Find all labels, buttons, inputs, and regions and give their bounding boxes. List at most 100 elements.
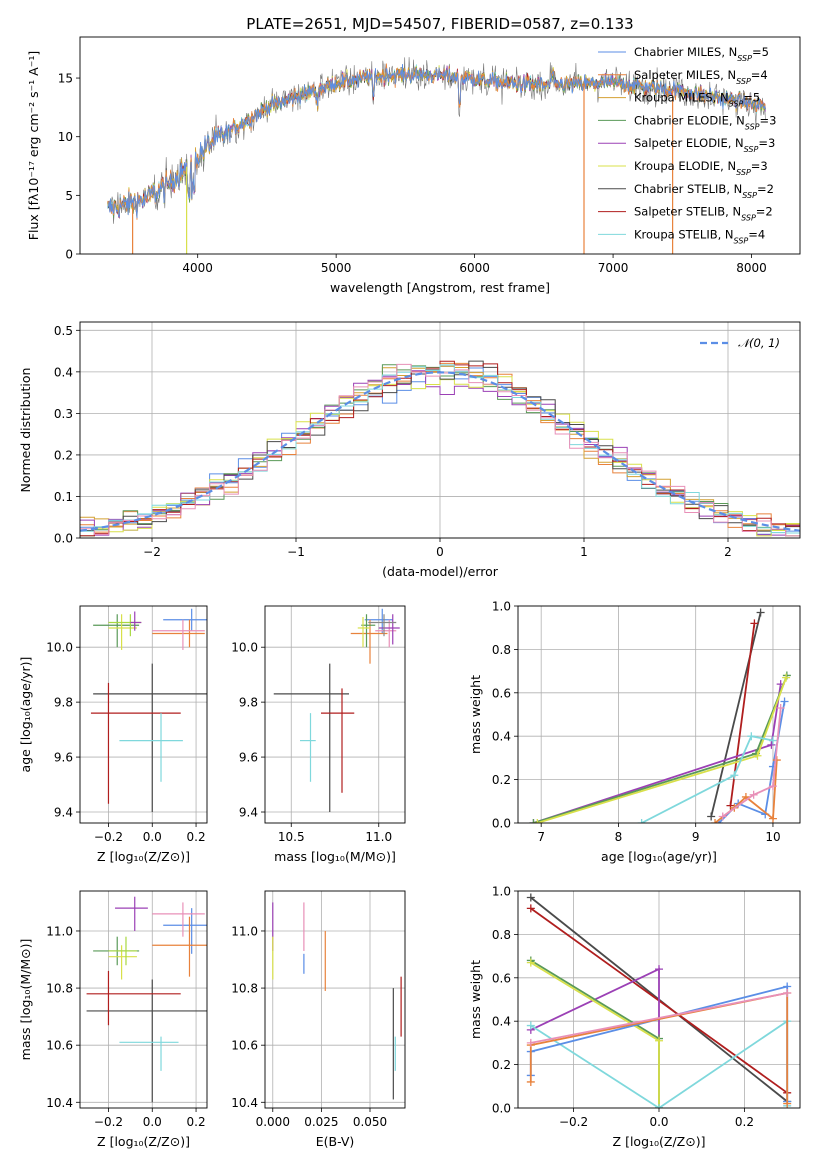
- x-tick-label: 11.0: [365, 830, 392, 844]
- errorbar-point: [86, 979, 207, 1103]
- weight-marker: [783, 1099, 792, 1108]
- age-vs-mass-plot-area: [273, 608, 400, 813]
- x-tick-label: 0.000: [256, 1115, 290, 1129]
- weight-vs-Z-axes: −0.2 0.0 0.2 0.0 0.2 0.4 0.6 0.8 1.0 Z [log₁₀(Z/Z…: [468, 885, 801, 1149]
- axes-frame: [264, 890, 406, 1109]
- x-tick-label: 7000: [598, 261, 629, 275]
- errorbar-point: [350, 619, 388, 664]
- y-axis-label: age [log₁₀(age/yr)]: [18, 657, 33, 773]
- mass-vs-EBV-plot-area: [272, 902, 402, 1100]
- x-tick-label: 0.2: [735, 1115, 754, 1129]
- errorbar-point: [108, 936, 137, 966]
- weight-line: [722, 707, 782, 818]
- x-tick-label: 5000: [321, 261, 352, 275]
- weight-marker: [767, 740, 776, 749]
- y-tick-label: 10.4: [46, 1096, 73, 1110]
- y-tick-label: 1.0: [492, 600, 511, 614]
- spectrum-legend: Chabrier MILES, NSSP=5 Salpeter MILES, NS…: [598, 45, 776, 245]
- errorbar-point: [163, 908, 207, 954]
- errorbar-point: [130, 611, 142, 631]
- weight-marker: [526, 904, 535, 913]
- x-tick-label: 0.2: [187, 830, 206, 844]
- model-line-chabrier-miles: [107, 63, 766, 219]
- weight-vs-Z-plot-area: [526, 893, 792, 1108]
- y-tick-label: 0.1: [54, 490, 73, 504]
- x-tick-label: 8: [615, 830, 623, 844]
- y-tick-label: 10: [58, 130, 73, 144]
- weight-marker: [782, 673, 791, 682]
- x-tick-label: −2: [143, 545, 161, 559]
- axes-frame: [79, 605, 208, 824]
- weight-series-kroupa-elodie: [533, 673, 791, 823]
- weight-marker: [526, 1077, 535, 1086]
- y-tick-label: 0.0: [492, 1102, 511, 1116]
- y-tick-label: 15: [58, 72, 73, 86]
- x-tick-label: 10.5: [278, 830, 305, 844]
- mass-vs-Z-axes: −0.2 0.0 0.2 10.4 10.6 10.8 11.0 Z [log₁₀(Z/Z⊙)…: [18, 890, 208, 1149]
- y-tick-label: 0.4: [54, 365, 73, 379]
- errorbar-point: [119, 1036, 179, 1071]
- legend-label: Salpeter MILES, NSSP=4: [634, 68, 768, 86]
- weight-line: [641, 735, 774, 823]
- errorbar-point: [321, 688, 355, 793]
- y-tick-label: 11.0: [231, 924, 258, 938]
- weight-line: [537, 677, 787, 823]
- x-axis-label: wavelength [Angstrom, rest frame]: [330, 280, 550, 295]
- spectrum-axes: 4000 5000 6000 7000 8000 0 5 10 15 wavelength [An…: [26, 36, 801, 295]
- weight-series-salpeter-elodie: [529, 680, 785, 823]
- weight-marker: [533, 819, 542, 823]
- errorbar-point: [273, 663, 349, 813]
- x-tick-label: 1: [580, 545, 588, 559]
- weight-series-pink: [526, 988, 792, 1047]
- y-tick-label: 10.6: [231, 1039, 258, 1053]
- legend-label: Salpeter ELODIE, NSSP=3: [634, 136, 775, 154]
- y-tick-label: 9.4: [54, 806, 73, 820]
- weight-marker: [749, 790, 758, 799]
- axes-frame: [79, 321, 801, 539]
- y-axis-label: Flux [fλ10⁻¹⁷ erg cm⁻² s⁻¹ A⁻¹]: [26, 51, 41, 240]
- weight-line: [530, 959, 660, 1108]
- x-tick-label: −1: [287, 545, 305, 559]
- errorbar-point: [115, 896, 148, 931]
- y-tick-label: 0.6: [492, 971, 511, 985]
- legend-label: Kroupa MILES, NSSP=5: [634, 91, 760, 109]
- y-tick-label: 9.4: [239, 806, 258, 820]
- weight-series-chabrier-elodie: [526, 956, 663, 1108]
- weight-series-pink: [718, 703, 785, 821]
- x-tick-label: 0.0: [649, 1115, 668, 1129]
- weight-marker: [526, 1038, 535, 1047]
- weight-marker: [753, 751, 762, 760]
- weight-marker: [526, 893, 535, 902]
- y-tick-label: 10.0: [231, 641, 258, 655]
- histogram-step-pink: [80, 363, 800, 537]
- errorbar-point: [163, 608, 207, 631]
- y-axis-label: mass [log₁₀(M/M⊙)]: [18, 939, 33, 1061]
- y-tick-label: 9.8: [239, 696, 258, 710]
- weight-marker: [768, 736, 777, 745]
- residual-histogram-axes: −2 −1 0 1 2 0.0 0.1 0.2 0.3 0.4 0.5 (data-model)/er…: [18, 321, 801, 579]
- y-tick-label: 0.2: [492, 773, 511, 787]
- y-tick-label: 0.3: [54, 407, 73, 421]
- weight-marker: [780, 697, 789, 706]
- x-tick-label: 0.0: [143, 1115, 162, 1129]
- y-tick-label: 10.8: [231, 982, 258, 996]
- weight-series-salpeter-stelib: [726, 619, 759, 810]
- weight-marker: [768, 782, 777, 791]
- legend-label: Kroupa ELODIE, NSSP=3: [634, 159, 768, 177]
- weight-marker: [747, 732, 756, 741]
- x-axis-label: (data-model)/error: [382, 564, 499, 579]
- mass-vs-Z-plot-area: [86, 896, 207, 1103]
- x-tick-label: 0.2: [187, 1115, 206, 1129]
- mass-vs-EBV-axes: 0.000 0.025 0.050 10.4 10.6 10.8 11.0 E(B-V): [231, 890, 406, 1149]
- errorbar-point: [152, 916, 207, 977]
- x-tick-label: 0.050: [353, 1115, 387, 1129]
- y-tick-label: 0.6: [492, 686, 511, 700]
- weight-marker: [750, 619, 759, 628]
- x-tick-label: −0.2: [559, 1115, 588, 1129]
- weight-marker: [718, 812, 727, 821]
- weight-marker: [637, 819, 646, 823]
- weight-vs-age-axes: 7 8 9 10 0.0 0.2 0.4 0.6 0.8 1.0 age [log₁₀(age/yr…: [468, 600, 801, 864]
- y-tick-label: 9.6: [239, 751, 258, 765]
- legend-label: Kroupa STELIB, NSSP=4: [634, 227, 765, 245]
